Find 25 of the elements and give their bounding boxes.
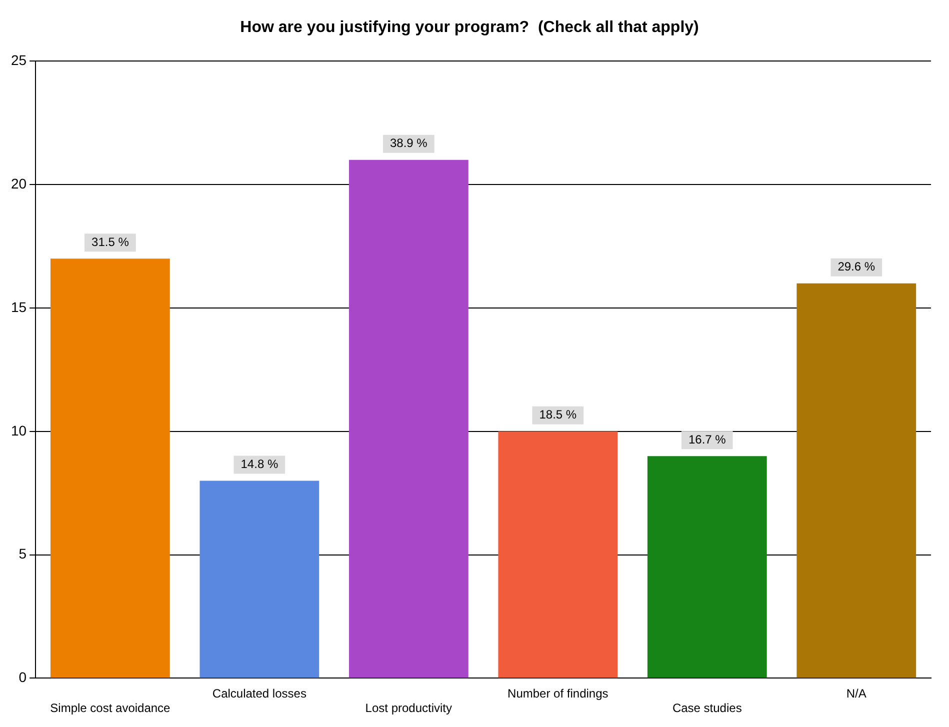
y-tick-label: 20 [10,175,27,192]
x-tick-label: N/A [846,686,866,701]
annotation: 38.9 % [390,136,428,150]
annotation: 29.6 % [838,260,876,274]
annotation: 14.8 % [240,457,278,472]
x-tick-label: Simple cost avoidance [50,701,171,716]
bar [200,480,320,678]
annotation: 18.5 % [539,408,577,422]
y-tick-label: 10 [10,422,27,438]
x-tick-label: Number of findings [508,686,608,701]
annotation: 31.5 % [92,234,130,249]
bar [348,160,468,678]
bar [647,456,767,678]
y-tick-label: 5 [18,546,27,562]
x-tick-label: Calculated losses [212,686,306,701]
chart-title: How are you justifying your program? (Check all that apply) [240,19,699,36]
y-tick-label: 0 [18,669,27,686]
annotation: 16.7 % [688,432,726,446]
x-tick-label: Lost productivity [365,701,452,716]
x-tick-label: Case studies [672,701,742,716]
bar [796,283,916,678]
bar [50,258,170,678]
y-tick-label: 15 [10,298,27,315]
y-tick-label: 25 [10,52,27,68]
bar [498,431,618,678]
